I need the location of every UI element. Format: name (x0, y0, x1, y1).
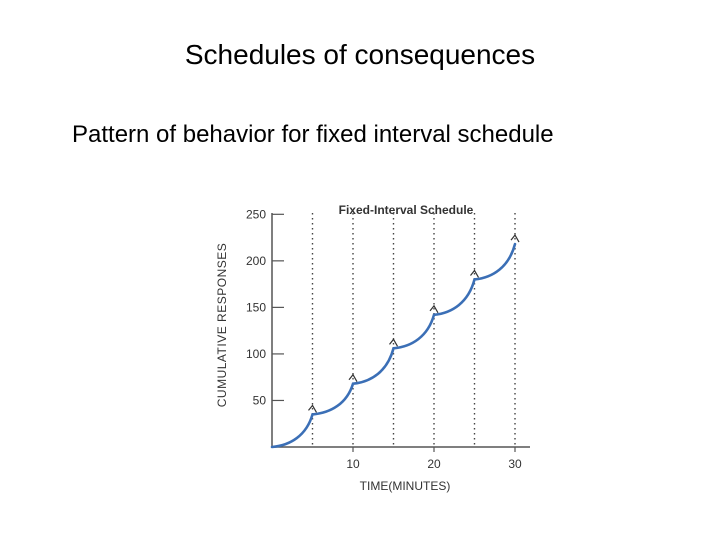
y-tick-label: 250 (246, 207, 266, 221)
y-tick-label: 200 (246, 254, 266, 268)
y-tick-label: 150 (246, 300, 266, 314)
reinforcement-mark (389, 338, 399, 347)
reinforcement-mark (308, 404, 318, 413)
x-tick-label: 20 (427, 457, 441, 471)
y-tick-label: 50 (253, 393, 267, 407)
slide-title: Schedules of consequences (184, 39, 536, 70)
fixed-interval-chart: Fixed-Interval Schedule CUMULATIVE RESPO… (215, 203, 530, 493)
x-axis-label: TIME(MINUTES) (360, 479, 451, 493)
reinforcement-mark (470, 269, 480, 278)
x-tick-label: 30 (508, 457, 522, 471)
reinforcement-mark (510, 234, 520, 243)
slide-subtitle: Pattern of behavior for fixed interval s… (72, 121, 554, 148)
y-tick-label: 100 (246, 347, 266, 361)
cumulative-response-curve (270, 242, 517, 449)
reinforcement-mark (348, 373, 358, 383)
y-axis-label: CUMULATIVE RESPONSES (215, 243, 229, 407)
reinforcement-mark (429, 304, 439, 314)
chart-title: Fixed-Interval Schedule (339, 203, 474, 217)
x-tick-label: 10 (346, 457, 360, 471)
